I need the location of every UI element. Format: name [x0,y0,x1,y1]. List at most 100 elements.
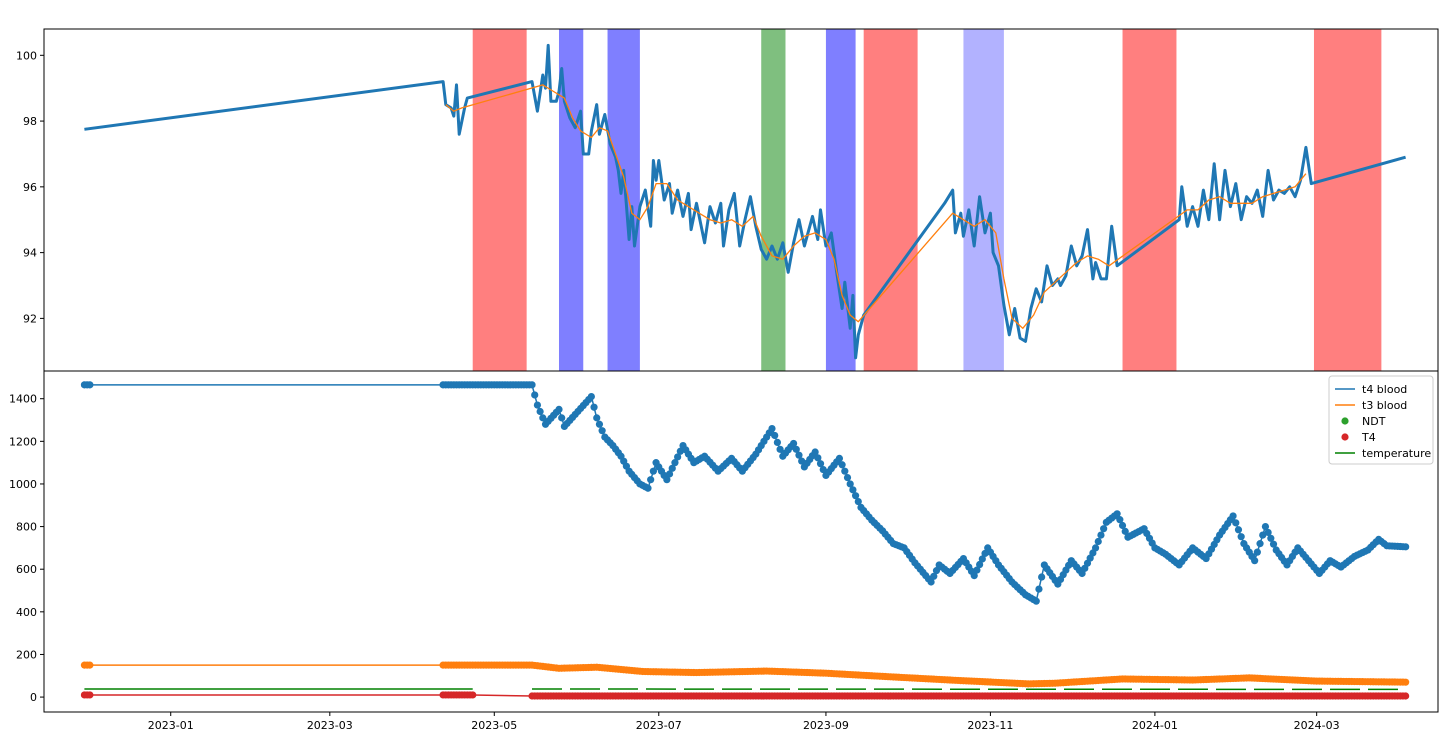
legend-label: T4 [1361,431,1376,444]
t4-blood-point [854,497,862,506]
t4-blood-point [668,464,676,472]
shaded-period [472,29,527,371]
y-tick-label: 0 [30,691,37,704]
top-series-line [445,84,1307,329]
t4-blood-point [676,447,684,455]
t4-blood-point [851,492,860,500]
x-tick-label: 2023-05 [471,719,517,732]
t4-blood-point [849,486,857,494]
t4-blood-point [528,381,536,389]
shaded-period [1313,29,1382,371]
y-tick-label: 400 [16,606,37,619]
t4-blood-point [789,439,798,448]
t4-blood-point [768,424,776,433]
t4-blood-point [1118,521,1127,530]
t4-blood-point [1251,557,1259,565]
t4-blood-point [1234,526,1243,534]
t4-blood-point [533,401,542,409]
x-tick-label: 2024-03 [1294,719,1340,732]
t4-blood-point [981,549,989,558]
x-tick-label: 2023-11 [967,719,1013,732]
t4-point [469,691,477,699]
t4-blood-point [1402,543,1410,551]
t4-blood-point [1237,533,1245,541]
x-tick-label: 2023-09 [803,719,849,732]
t4-blood-point [1253,548,1261,556]
t4-blood-point [1232,519,1240,527]
t4-blood-line [84,384,1406,603]
t4-blood-point [1259,531,1267,539]
t4-blood-point [1113,510,1121,518]
legend-swatch [1341,433,1349,441]
legend-box [1328,375,1434,465]
t4-blood-point [1032,597,1040,605]
x-tick-label: 2023-03 [307,719,353,732]
shaded-periods [472,29,1382,371]
t4-blood-point [846,480,854,488]
t4-blood-point [595,420,604,428]
y-tick-label: 800 [16,521,37,534]
t4-blood-point [1256,540,1264,548]
t4-blood-point [555,405,563,413]
t4-blood-point [930,572,938,580]
legend-swatch [1341,417,1349,425]
t4-blood-point [671,459,679,467]
t4-blood-point [674,453,682,461]
t4-blood-point [587,392,595,401]
t4-blood-point [1097,531,1105,539]
t4-blood-point [1091,544,1100,552]
t4-point [1402,692,1410,700]
bottom-chart: 0 200 400 600 800 1000 1200 1400 2023-01 2023-03… [9,370,1439,732]
t3-blood-point [1402,678,1410,686]
t4-blood-point [976,560,984,569]
t4-blood-point [798,457,806,465]
t4-blood-point [665,470,674,478]
x-ticks: 2023-01 2023-03 2023-05 2023-07 2023-09 2023-… [148,712,1340,732]
y-tick-label: 1200 [9,435,37,448]
t4-blood-point [970,572,978,580]
shaded-period [963,29,1004,371]
t4-point [86,691,94,699]
top-y-ticks: 92 94 96 98 100 [16,49,44,325]
t4-blood-point [1094,537,1102,546]
t4-blood-point [1035,585,1043,593]
t3-blood-point [86,661,94,669]
y-tick-label: 200 [16,648,37,661]
t4-blood-point [927,578,935,586]
y-tick-label: 92 [23,312,37,325]
y-tick-label: 600 [16,563,37,576]
legend-label: temperature [1362,447,1431,460]
x-tick-label: 2023-07 [636,719,682,732]
y-tick-label: 94 [23,247,37,260]
t4-blood-point [531,391,539,399]
shaded-period [761,29,786,371]
legend-label: t3 blood [1362,399,1407,412]
legend: t4 blood t3 blood NDT T4 temperature [1328,375,1434,465]
t4-blood-point [816,460,825,468]
t4-blood-point [795,451,803,459]
t4-blood-point [644,484,652,492]
shaded-period [607,29,640,371]
t4-blood-point [593,414,601,422]
t4-blood-point [773,438,782,446]
shaded-period [1122,29,1177,371]
x-tick-label: 2024-01 [1132,719,1178,732]
t4-blood-point [814,454,822,462]
t4-blood-point [1038,573,1046,581]
top-series-line [84,43,1407,360]
temperature-lines [84,43,1407,360]
bottom-y-ticks: 0 200 400 600 800 1000 1200 1400 [9,393,44,704]
shaded-period [863,29,918,371]
t4-blood-point [973,566,981,574]
t4-blood-point [558,414,566,422]
y-tick-label: 1000 [9,478,37,491]
t4-blood-point [771,431,779,440]
t4-blood-point [841,467,849,475]
t4-blood-point [978,555,986,563]
t4-blood-point [1267,534,1275,542]
legend-label: t4 blood [1362,383,1407,396]
t4-blood-point [1261,522,1270,531]
bottom-axes-frame [43,370,1439,713]
t4-blood-point [86,381,94,389]
